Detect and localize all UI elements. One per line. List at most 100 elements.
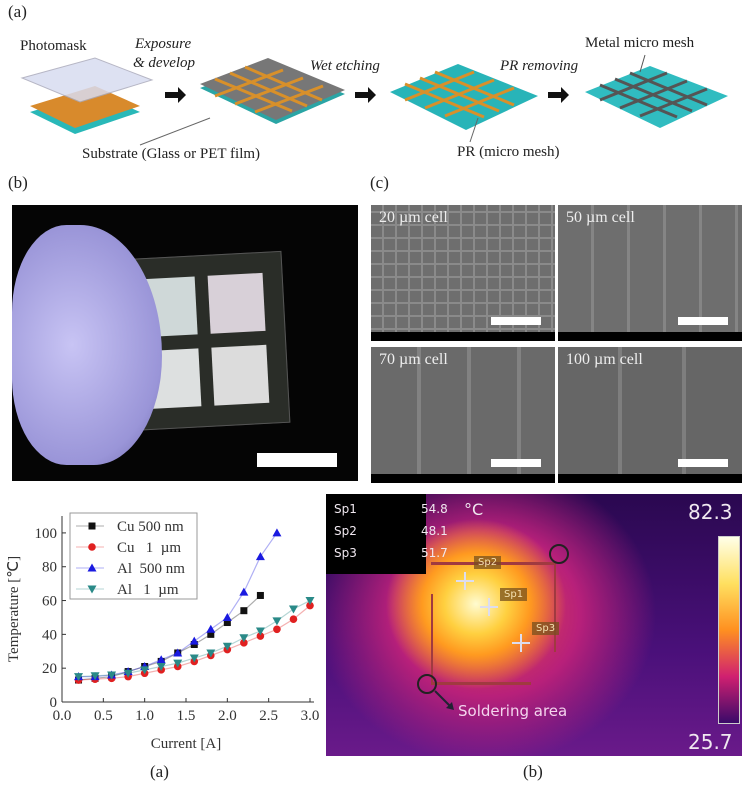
x-tick-label: 3.0 [301,708,320,724]
x-tick-label: 0.0 [53,708,72,724]
data-point [222,642,232,651]
data-point [256,632,265,640]
panel-label-a: (a) [8,2,27,21]
arrow-icon [165,87,186,103]
x-tick-label: 2.5 [259,708,278,724]
data-point [90,672,100,681]
x-tick-label: 1.0 [135,708,154,724]
y-tick-label: 60 [42,594,57,610]
y-axis-label: Temperature [℃] [6,556,22,662]
data-point [223,619,231,627]
spot-value: 48.1 [421,524,448,538]
panel-label-c: (c) [370,173,389,192]
spot-marker-label: Sp3 [532,622,560,635]
sem-image-20um: 20 µm cell [371,205,555,341]
pr-removing-label: PR removing [500,58,579,74]
spot-marker-label: Sp2 [474,556,502,569]
x-axis-label: Current [A] [151,736,221,752]
data-point [306,601,314,610]
y-tick-label: 40 [42,627,57,643]
exposure-label: Exposure [135,36,192,52]
crosshair-icon [456,572,474,590]
metal-mesh-label: Metal micro mesh [585,35,695,51]
gloved-hand [12,225,162,465]
data-point [240,607,248,615]
spot-name: Sp3 [334,546,357,560]
data-point [222,612,232,621]
y-tick-label: 0 [50,695,58,711]
substrate-label: Substrate (Glass or PET film) [82,146,261,162]
data-point [156,662,166,671]
solder-circle-icon [549,544,569,564]
soldering-area-label: Soldering area [458,702,568,720]
arrow-icon [434,690,454,710]
spot-value: 51.7 [421,546,448,560]
x-tick-label: 2.0 [218,708,237,724]
sem-label: 70 µm cell [379,351,448,368]
data-point [189,654,199,663]
data-point [272,528,282,537]
x-tick-label: 0.5 [94,708,113,724]
sem-label: 50 µm cell [566,209,635,226]
data-point [240,639,248,647]
data-point [87,563,97,572]
sem-image-50um: 50 µm cell [558,205,742,341]
data-point [289,615,298,623]
pr-label: PR (micro mesh) [457,144,560,160]
metal-mesh [585,54,728,128]
photomask-label: Photomask [20,38,87,54]
crosshair-icon [480,598,498,616]
panel-label-b: (b) [8,173,28,192]
data-point [206,624,216,633]
crosshair-icon [512,634,530,652]
data-point [239,587,249,596]
scale-bar [491,317,541,325]
data-point [88,522,96,530]
chart-caption: (a) [150,762,169,781]
data-point [255,552,265,561]
color-scale-bar [718,536,740,724]
thermal-image: Sp1 Sp2 Sp3 54.8 48.1 51.7 °C Sp2 Sp1 Sp… [326,494,742,756]
arrow-icon [355,87,376,103]
data-point [140,666,150,675]
data-point [87,585,97,594]
data-point [173,659,183,668]
data-point [207,630,215,638]
data-point [239,634,249,643]
develop-label: & develop [133,55,196,71]
data-point [206,649,216,658]
scale-min: 25.7 [688,730,733,754]
spot-marker-label: Sp1 [500,588,528,601]
data-point [88,543,96,551]
scale-bar [678,459,728,467]
scale-bar [257,453,337,467]
sem-label: 100 µm cell [566,351,643,368]
etched-substrate [390,64,538,130]
data-point [189,636,199,645]
scale-max: 82.3 [688,500,733,524]
data-point [305,597,315,606]
legend-label: Cu 500 nm [117,519,184,535]
legend-label: Al 500 nm [117,561,185,577]
y-tick-label: 20 [42,661,57,677]
spot-value: 54.8 [421,502,448,516]
x-tick-label: 1.5 [177,708,196,724]
arrow-icon [548,87,569,103]
temperature-chart: 0.0 0.5 1.0 1.5 2.0 2.5 3.0 0 20 40 60 80 100 Current… [6,512,320,752]
data-point [173,648,183,657]
data-point [107,671,117,680]
unit-label: °C [464,500,484,519]
spot-name: Sp2 [334,524,357,538]
spot-name: Sp1 [334,502,357,516]
data-point [288,605,298,614]
photomask-stack [20,57,154,134]
sem-label: 20 µm cell [379,209,448,226]
scale-bar [678,317,728,325]
data-point [256,591,264,599]
wet-etching-label: Wet etching [310,58,380,74]
data-point [74,673,84,682]
data-point [273,625,281,634]
data-point [272,617,282,626]
data-point [123,669,133,678]
